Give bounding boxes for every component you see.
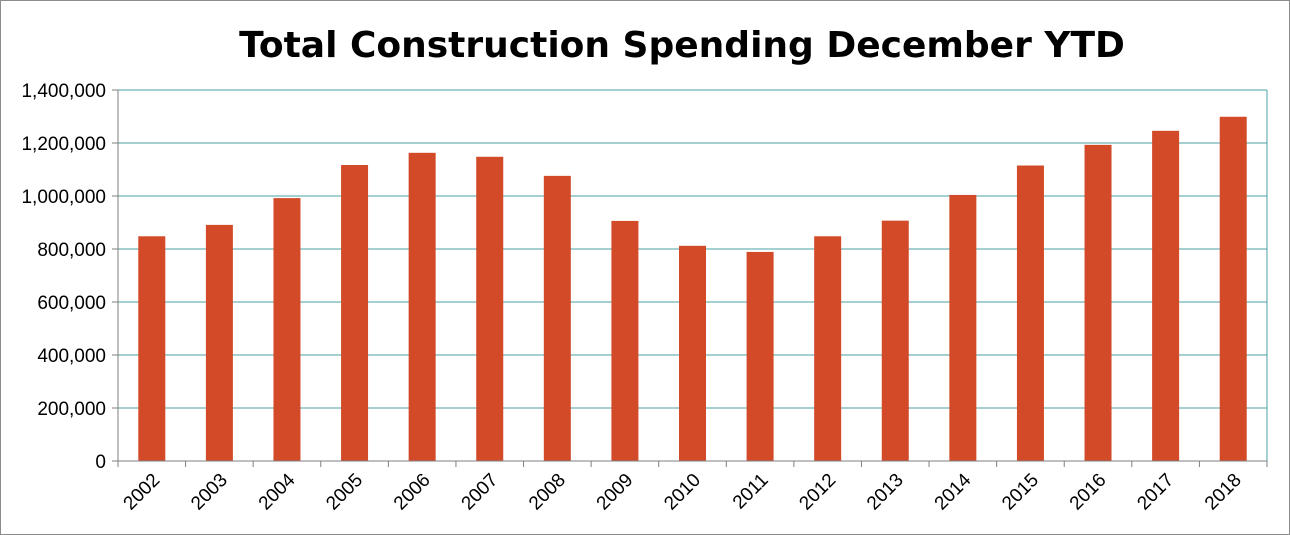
y-tick-label: 1,400,000 (21, 81, 106, 102)
x-tick-label: 2007 (458, 470, 503, 515)
bar-2002 (138, 236, 166, 461)
bar-2003 (205, 224, 233, 461)
y-tick-label: 0 (95, 452, 106, 473)
x-tick-label: 2017 (1133, 470, 1178, 515)
x-tick-label: 2003 (187, 470, 232, 515)
bar-2010 (679, 245, 706, 461)
chart-title: Total Construction Spending December YTD (239, 25, 1125, 66)
bar-2009 (611, 220, 639, 461)
bars (138, 116, 1247, 462)
bar-2017 (1152, 130, 1180, 461)
x-tick-label: 2013 (863, 470, 908, 515)
bar-2015 (1016, 165, 1044, 461)
x-tick-label: 2004 (255, 469, 300, 514)
x-tick-label: 2014 (931, 469, 976, 514)
bar-2018 (1219, 116, 1247, 461)
bar-2004 (273, 198, 301, 461)
y-tick-label: 1,000,000 (21, 187, 106, 208)
x-tick-label: 2005 (322, 470, 367, 515)
x-tick-label: 2018 (1201, 470, 1246, 515)
x-tick-label: 2016 (1066, 470, 1111, 515)
y-tick-label: 400,000 (37, 346, 106, 367)
x-tick-label: 2002 (120, 470, 165, 515)
x-tick-label: 2011 (729, 470, 773, 514)
bar-2011 (746, 251, 774, 461)
x-tick-label: 2006 (390, 470, 435, 515)
y-tick-label: 1,200,000 (21, 134, 106, 155)
y-tick-label: 200,000 (37, 399, 106, 420)
x-tick-label: 2009 (593, 470, 638, 515)
x-tick-label: 2008 (525, 470, 570, 515)
bar-2014 (949, 194, 977, 461)
y-tick-label: 600,000 (37, 293, 106, 314)
bar-2012 (814, 236, 842, 461)
axes (112, 89, 1268, 467)
bar-2016 (1084, 144, 1112, 462)
bar-2008 (543, 175, 571, 462)
bar-2007 (476, 156, 504, 461)
x-tick-label: 2012 (795, 470, 840, 515)
bar-2005 (341, 164, 369, 461)
x-tick-label: 2010 (660, 470, 705, 515)
x-tick-label: 2015 (998, 470, 1043, 515)
bar-2013 (881, 220, 909, 461)
bar-2006 (408, 152, 436, 461)
y-tick-label: 800,000 (37, 240, 106, 261)
